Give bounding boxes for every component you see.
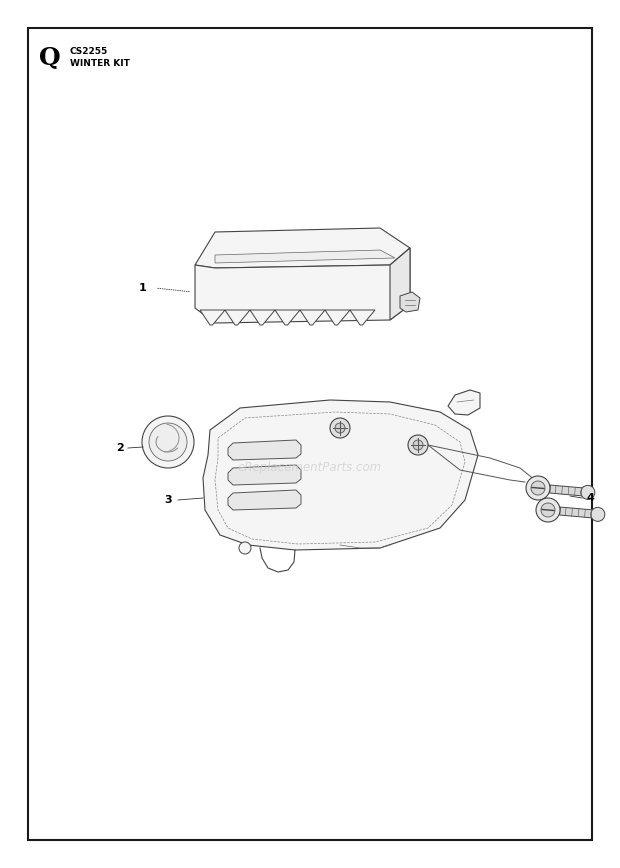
Polygon shape xyxy=(400,292,420,312)
Ellipse shape xyxy=(149,423,187,461)
Polygon shape xyxy=(549,485,588,496)
Polygon shape xyxy=(250,310,275,325)
Circle shape xyxy=(413,440,423,450)
Circle shape xyxy=(536,498,560,522)
Polygon shape xyxy=(300,310,325,325)
Circle shape xyxy=(408,435,428,455)
Circle shape xyxy=(591,508,604,522)
Text: CS2255: CS2255 xyxy=(70,48,108,56)
Ellipse shape xyxy=(142,416,194,468)
Polygon shape xyxy=(350,310,375,325)
Polygon shape xyxy=(195,228,410,268)
Polygon shape xyxy=(228,465,301,485)
Polygon shape xyxy=(200,310,225,325)
Polygon shape xyxy=(325,310,350,325)
Circle shape xyxy=(531,481,545,495)
Circle shape xyxy=(526,476,550,500)
Circle shape xyxy=(330,418,350,438)
Circle shape xyxy=(239,542,251,554)
Polygon shape xyxy=(195,248,410,323)
Polygon shape xyxy=(215,250,395,263)
Polygon shape xyxy=(225,310,250,325)
Circle shape xyxy=(335,423,345,433)
Polygon shape xyxy=(560,507,598,518)
Text: 1: 1 xyxy=(139,283,147,293)
Polygon shape xyxy=(228,440,301,460)
Polygon shape xyxy=(203,400,478,550)
Circle shape xyxy=(541,503,555,517)
Text: eReplacementParts.com: eReplacementParts.com xyxy=(238,462,382,475)
Polygon shape xyxy=(390,248,410,320)
Polygon shape xyxy=(275,310,300,325)
Text: 3: 3 xyxy=(164,495,172,505)
Text: WINTER KIT: WINTER KIT xyxy=(70,60,130,69)
Polygon shape xyxy=(228,490,301,510)
Text: 4: 4 xyxy=(586,493,594,503)
Text: 2: 2 xyxy=(116,443,124,453)
Text: Q: Q xyxy=(39,46,61,70)
Polygon shape xyxy=(448,390,480,415)
Circle shape xyxy=(581,485,595,499)
